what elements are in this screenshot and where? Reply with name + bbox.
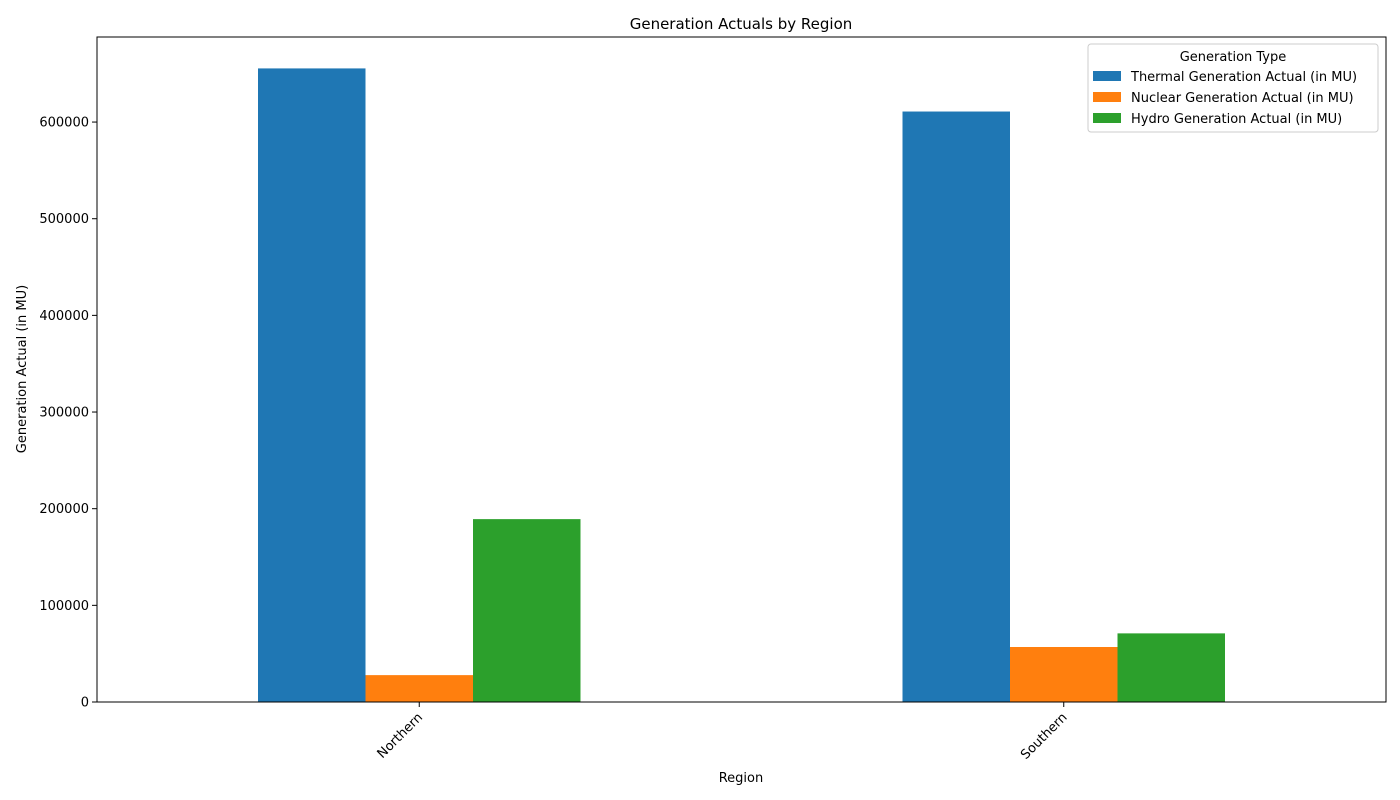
bars-group: [258, 68, 1225, 703]
y-tick-label: 100000: [39, 599, 89, 614]
legend-title: Generation Type: [1180, 50, 1287, 65]
y-tick-label: 200000: [39, 502, 89, 517]
bar-northern-thermal: [258, 68, 366, 703]
legend-items: Thermal Generation Actual (in MU) Nuclear…: [1093, 70, 1357, 127]
legend-swatch: [1093, 113, 1121, 123]
bar-northern-hydro: [473, 519, 581, 702]
y-tick-label: 300000: [39, 406, 89, 421]
y-tick-label: 600000: [39, 116, 89, 131]
chart-title: Generation Actuals by Region: [630, 15, 853, 33]
legend-label: Thermal Generation Actual (in MU): [1130, 70, 1357, 85]
y-tick-label: 0: [81, 696, 89, 711]
bar-southern-thermal: [902, 111, 1010, 703]
y-tick-label: 500000: [39, 212, 89, 227]
y-axis-label: Generation Actual (in MU): [15, 285, 30, 453]
bar-northern-nuclear: [365, 675, 473, 702]
y-axis: 0 100000 200000 300000 400000 500000 600000: [39, 116, 97, 711]
bar-southern-hydro: [1117, 633, 1225, 702]
y-tick-label: 400000: [39, 309, 89, 324]
legend-box: [1087, 43, 1379, 133]
legend-swatch: [1093, 92, 1121, 102]
legend-label: Nuclear Generation Actual (in MU): [1131, 91, 1354, 106]
axes-frame: [96, 36, 1387, 703]
legend: Generation Type Thermal Generation Actua…: [1087, 43, 1379, 133]
axes-spines: [96, 36, 1387, 703]
legend-swatch: [1093, 71, 1121, 81]
legend-label: Hydro Generation Actual (in MU): [1131, 112, 1342, 127]
bar-southern-nuclear: [1010, 647, 1118, 702]
x-axis-label: Region: [719, 771, 764, 786]
